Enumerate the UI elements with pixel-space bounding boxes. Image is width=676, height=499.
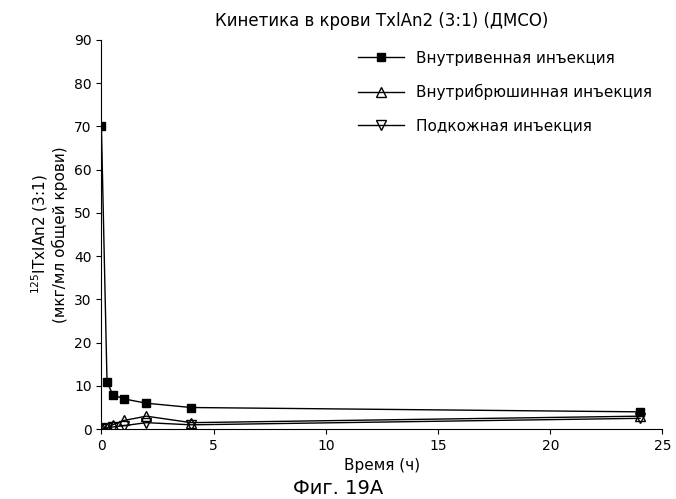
Внутрибрюшинная инъекция: [142, 413, 150, 419]
Внутрибрюшинная инъекция: [109, 422, 117, 428]
Внутрибрюшинная инъекция: [103, 425, 111, 431]
Внутривенная инъекция: [109, 392, 117, 398]
Legend: Внутривенная инъекция, Внутрибрюшинная инъекция, Подкожная инъекция: Внутривенная инъекция, Внутрибрюшинная и…: [352, 44, 658, 140]
Внутрибрюшинная инъекция: [636, 413, 644, 419]
Подкожная инъекция: [109, 424, 117, 430]
X-axis label: Время (ч): Время (ч): [344, 459, 420, 474]
Внутривенная инъекция: [97, 123, 105, 129]
Line: Внутрибрюшинная инъекция: Внутрибрюшинная инъекция: [97, 411, 645, 434]
Внутривенная инъекция: [636, 409, 644, 415]
Подкожная инъекция: [103, 425, 111, 431]
Внутрибрюшинная инъекция: [97, 426, 105, 432]
Подкожная инъекция: [142, 420, 150, 426]
Line: Подкожная инъекция: Подкожная инъекция: [97, 414, 645, 434]
Line: Внутривенная инъекция: Внутривенная инъекция: [97, 122, 644, 416]
Text: Фиг. 19А: Фиг. 19А: [293, 479, 383, 498]
Внутривенная инъекция: [103, 379, 111, 385]
Подкожная инъекция: [187, 422, 195, 428]
Внутрибрюшинная инъекция: [120, 418, 128, 424]
Внутривенная инъекция: [187, 405, 195, 411]
Внутривенная инъекция: [142, 400, 150, 406]
Подкожная инъекция: [120, 423, 128, 429]
Y-axis label: $^{125}$ITxlAn2 (3:1)
(мкг/мл общей крови): $^{125}$ITxlAn2 (3:1) (мкг/мл общей кров…: [29, 146, 68, 323]
Подкожная инъекция: [97, 426, 105, 432]
Внутривенная инъекция: [120, 396, 128, 402]
Подкожная инъекция: [636, 415, 644, 421]
Внутрибрюшинная инъекция: [187, 420, 195, 426]
Title: Кинетика в крови TxlAn2 (3:1) (ДМСО): Кинетика в крови TxlAn2 (3:1) (ДМСО): [215, 12, 549, 30]
